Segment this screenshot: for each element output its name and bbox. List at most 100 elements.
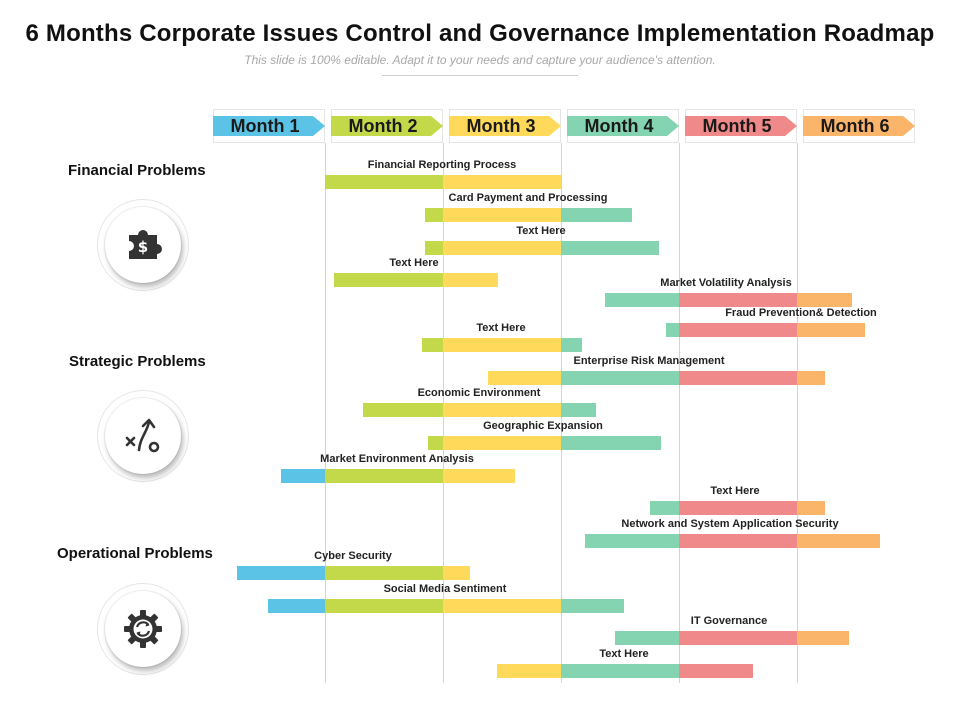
- task-label: Text Here: [389, 257, 439, 269]
- task-bar-segment: [443, 469, 515, 483]
- task-bar-segment: [561, 208, 632, 222]
- operational-icon-badge: [105, 591, 181, 667]
- task-bar-segment: [679, 631, 797, 645]
- task-bar-segment: [797, 293, 853, 307]
- task-bar-segment: [604, 293, 679, 307]
- task-label: Fraud Prevention& Detection: [725, 307, 877, 319]
- task-label: Economic Environment: [417, 387, 541, 399]
- month-arrow-shape: [803, 116, 915, 136]
- task-label: Financial Reporting Process: [367, 159, 517, 171]
- task-label: Text Here: [476, 322, 526, 334]
- task-bar-segment: [584, 534, 679, 548]
- task-label: Text Here: [516, 225, 566, 237]
- task-bar-segment: [561, 599, 624, 613]
- icon-ring: [97, 199, 189, 291]
- month-label: Month 4: [584, 116, 654, 136]
- task-bar-segment: [797, 371, 826, 385]
- task-bar-segment: [443, 241, 561, 255]
- month-arrow-shape: [213, 116, 325, 136]
- task-bar-segment: [281, 469, 325, 483]
- strategy-arrow-icon: [125, 418, 160, 453]
- category-title-strategic: Strategic Problems: [69, 353, 206, 370]
- month-header-2: Month 2: [331, 109, 443, 143]
- task-bar-segment: [443, 566, 471, 580]
- task-bar-segment: [443, 273, 499, 287]
- task-bar-segment: [236, 566, 325, 580]
- month-label: Month 1: [230, 116, 300, 136]
- slide-subtitle: This slide is 100% editable. Adapt it to…: [244, 53, 716, 67]
- task-bar-segment: [443, 175, 561, 189]
- category-title-financial: Financial Problems: [68, 162, 206, 179]
- task-bar-segment: [679, 323, 797, 337]
- task-bar-segment: [797, 501, 826, 515]
- gear-cycle-icon: [124, 610, 162, 648]
- month-arrow-shape: [685, 116, 797, 136]
- task-bar-segment: [649, 501, 679, 515]
- task-bar-segment: [679, 501, 797, 515]
- task-bar-segment: [561, 436, 662, 450]
- month-arrow-shape: [449, 116, 561, 136]
- icon-ring: [97, 583, 189, 675]
- task-bar-segment: [497, 664, 561, 678]
- task-bar-segment: [443, 208, 561, 222]
- task-bar-segment: [561, 338, 583, 352]
- task-bar-segment: [443, 599, 561, 613]
- task-bar-segment: [797, 631, 849, 645]
- puzzle-dollar-icon: $: [129, 230, 162, 259]
- task-bar-segment: [425, 208, 443, 222]
- task-label: Enterprise Risk Management: [573, 355, 725, 367]
- task-bar-segment: [679, 664, 754, 678]
- task-label: Cyber Security: [314, 550, 392, 562]
- subtitle-divider: [382, 75, 578, 76]
- strategic-icon-badge: [105, 398, 181, 474]
- month-header-3: Month 3: [449, 109, 561, 143]
- task-bar-segment: [334, 273, 443, 287]
- task-bar-segment: [443, 436, 561, 450]
- month-gridline: [325, 143, 326, 683]
- task-bar-segment: [325, 469, 443, 483]
- task-bar-segment: [268, 599, 325, 613]
- task-bar-segment: [443, 338, 561, 352]
- month-header-5: Month 5: [685, 109, 797, 143]
- month-header-1: Month 1: [213, 109, 325, 143]
- task-bar-segment: [561, 403, 597, 417]
- task-label: Text Here: [710, 485, 760, 497]
- task-label: IT Governance: [690, 615, 768, 627]
- task-bar-segment: [615, 631, 679, 645]
- task-bar-segment: [421, 338, 443, 352]
- month-gridline: [797, 143, 798, 683]
- task-label: Network and System Application Security: [621, 518, 839, 530]
- task-bar-segment: [561, 664, 679, 678]
- month-gridline: [679, 143, 680, 683]
- task-label: Market Environment Analysis: [320, 453, 474, 465]
- task-label: Card Payment and Processing: [448, 192, 608, 204]
- task-bar-segment: [561, 371, 679, 385]
- task-label: Text Here: [599, 648, 649, 660]
- task-bar-segment: [362, 403, 443, 417]
- month-label: Month 6: [820, 116, 890, 136]
- task-label: Market Volatility Analysis: [660, 277, 792, 289]
- icon-ring: [97, 390, 189, 482]
- task-bar-segment: [325, 175, 443, 189]
- month-header-6: Month 6: [803, 109, 915, 143]
- task-label: Social Media Sentiment: [383, 583, 507, 595]
- category-title-operational: Operational Problems: [57, 545, 213, 562]
- task-bar-segment: [427, 436, 443, 450]
- task-label: Geographic Expansion: [483, 420, 603, 432]
- task-bar-segment: [679, 371, 797, 385]
- financial-icon-badge: $: [105, 207, 181, 283]
- month-label: Month 3: [466, 116, 536, 136]
- slide-title: 6 Months Corporate Issues Control and Go…: [25, 20, 935, 47]
- task-bar-segment: [425, 241, 443, 255]
- month-arrow-shape: [331, 116, 443, 136]
- task-bar-segment: [325, 566, 443, 580]
- task-bar-segment: [443, 403, 561, 417]
- month-header-4: Month 4: [567, 109, 679, 143]
- task-bar-segment: [325, 599, 443, 613]
- svg-text:$: $: [138, 238, 148, 256]
- month-label: Month 2: [348, 116, 418, 136]
- task-bar-segment: [561, 241, 659, 255]
- month-arrow-shape: [567, 116, 679, 136]
- task-bar-segment: [666, 323, 679, 337]
- task-bar-segment: [487, 371, 561, 385]
